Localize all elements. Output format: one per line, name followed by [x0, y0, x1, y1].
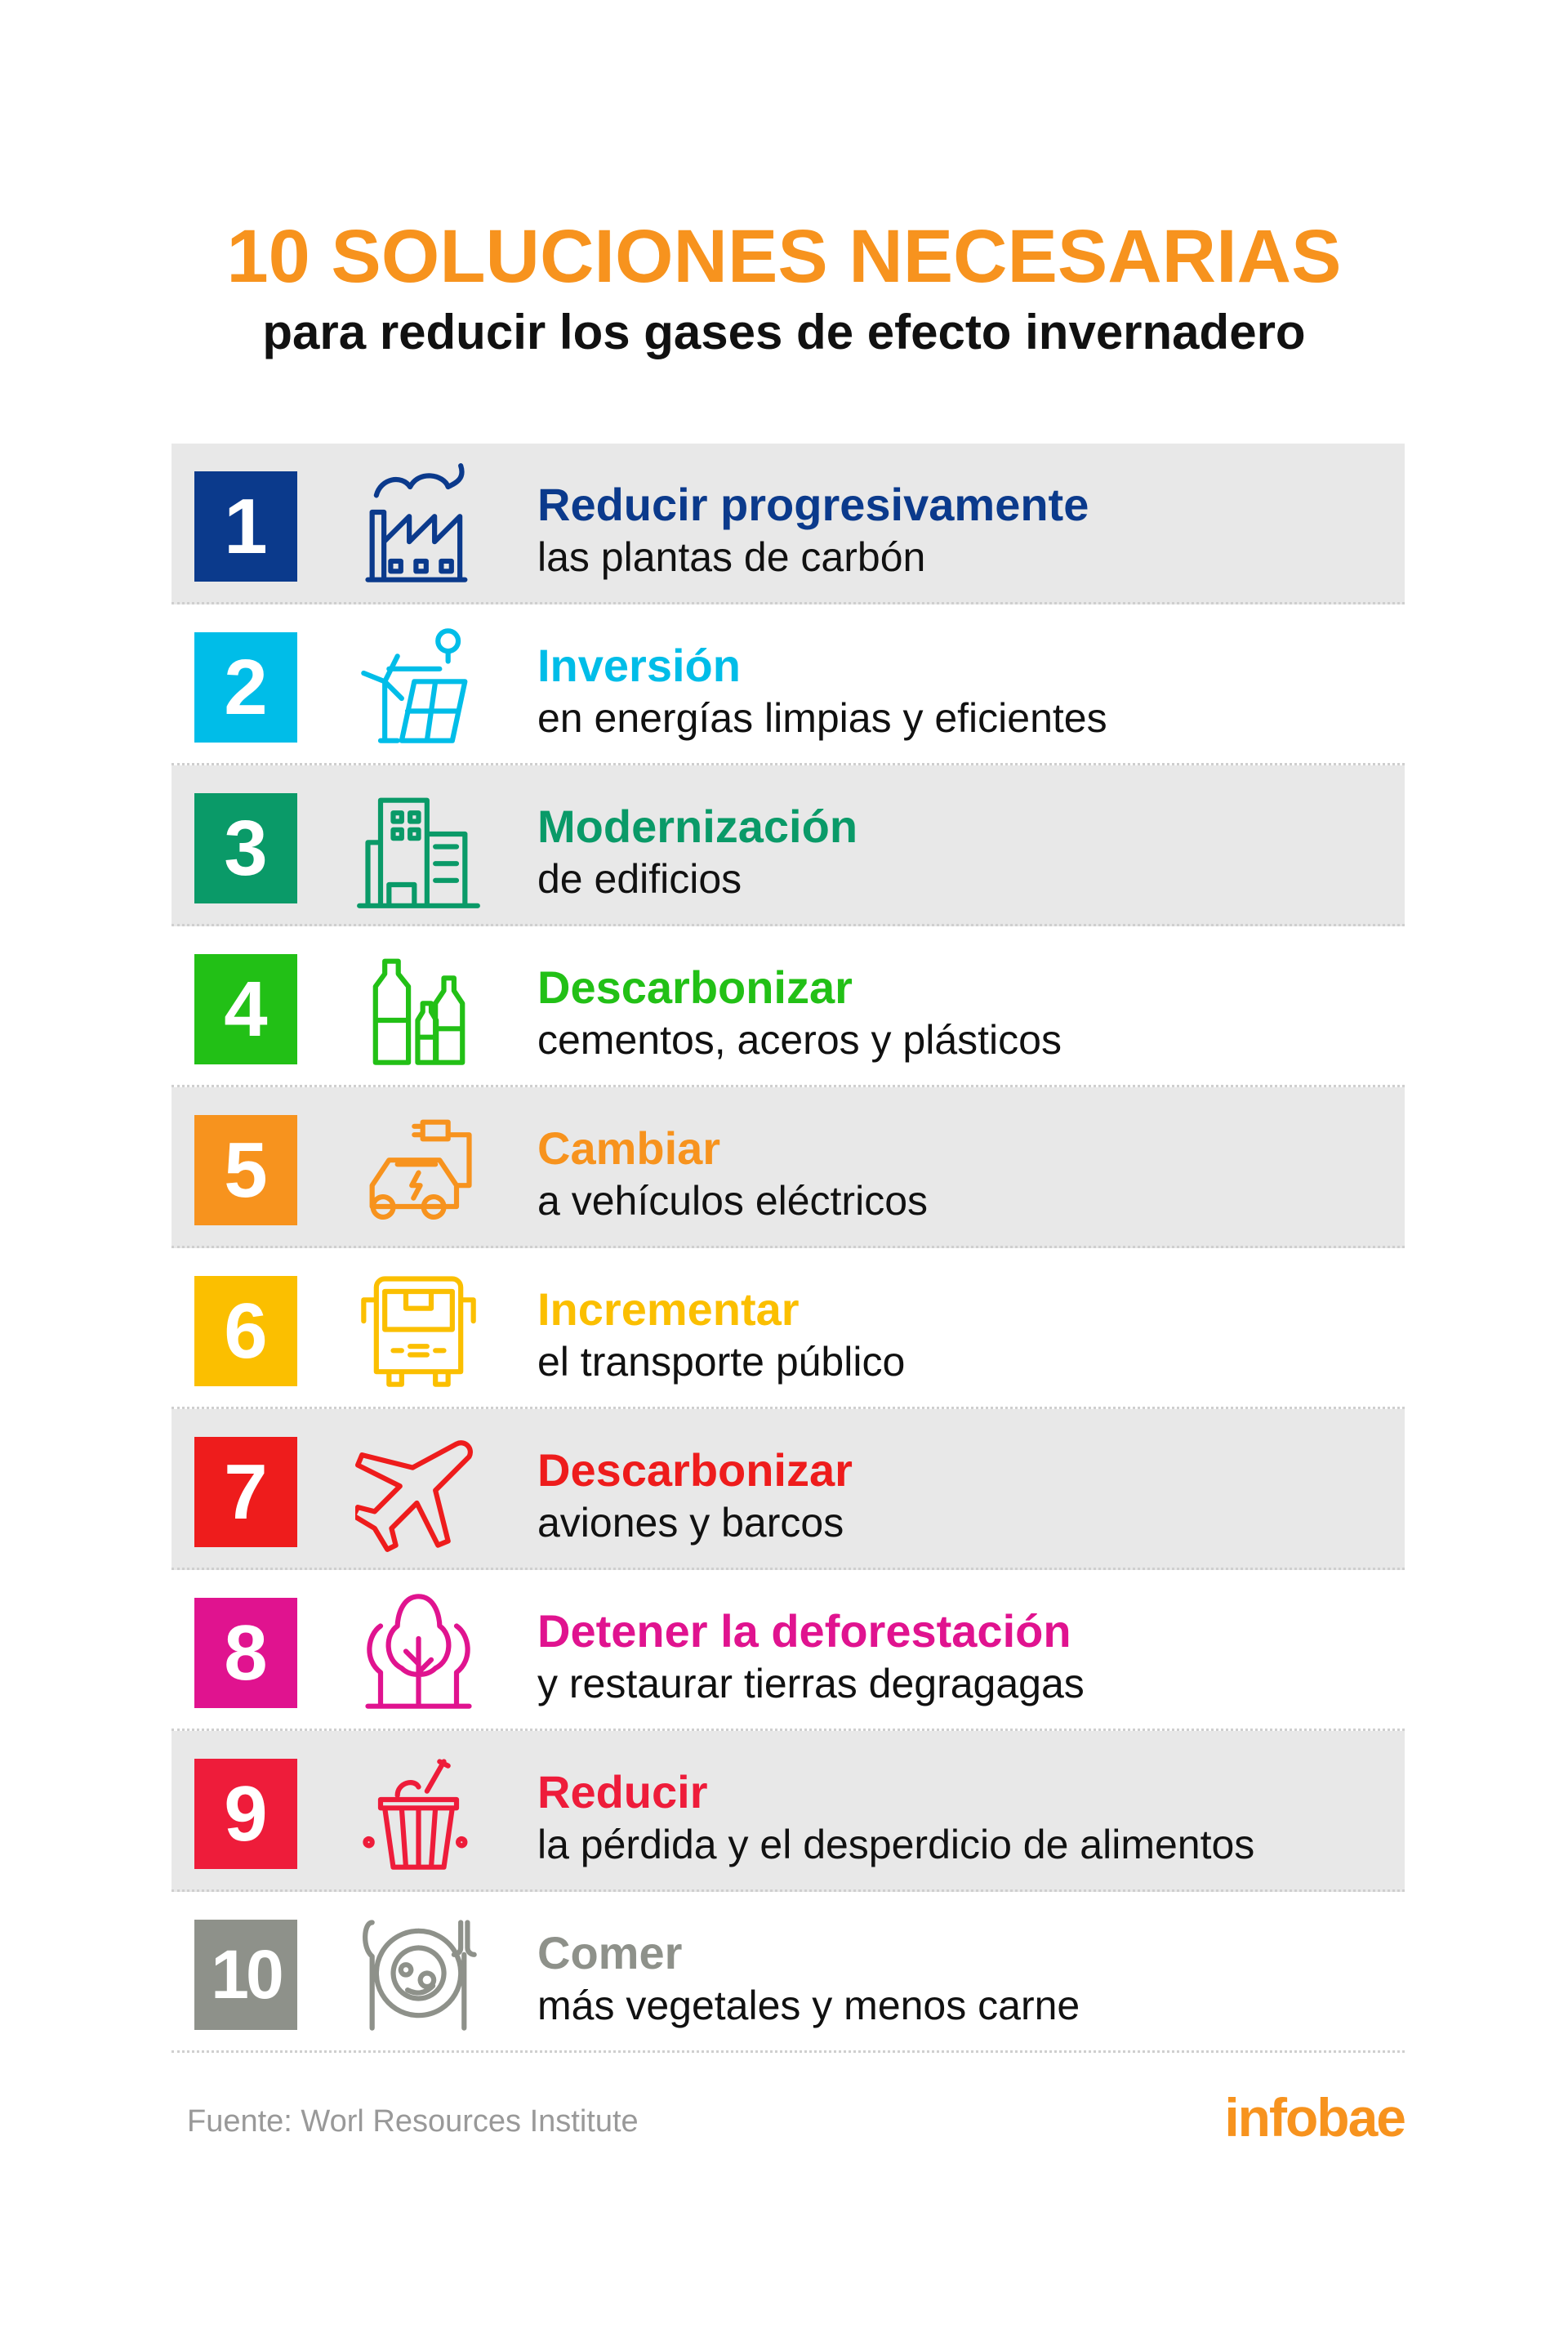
solution-text: Cambiar a vehículos eléctricos — [537, 1122, 928, 1226]
number-badge: 8 — [194, 1598, 297, 1708]
number-badge: 2 — [194, 632, 297, 743]
solution-subtitle: las plantas de carbón — [537, 534, 926, 580]
number-badge: 6 — [194, 1276, 297, 1386]
page-title: 10 SOLUCIONES NECESARIAS — [226, 215, 1342, 298]
bus-icon — [361, 1276, 476, 1387]
solution-text: Incrementar el transporte público — [537, 1282, 905, 1387]
solution-subtitle: en energías limpias y eficientes — [537, 695, 1107, 741]
solution-title: Modernización — [537, 801, 858, 852]
plate-cutlery-icon — [363, 1920, 477, 2031]
solution-subtitle: más vegetales y menos carne — [537, 1983, 1080, 2028]
number-badge: 4 — [194, 954, 297, 1064]
number-badge: 7 — [194, 1437, 297, 1547]
solution-item: 9 Reducir la pérdida y el desperdicio de a… — [172, 1731, 1405, 1892]
solution-subtitle: la pérdida y el desperdicio de alimentos — [537, 1822, 1255, 1867]
solution-item: 6 Incrementar el transporte público — [172, 1248, 1405, 1409]
solution-title: Reducir progresivamente — [537, 479, 1089, 530]
solution-text: Inversión en energías limpias y eficiente… — [537, 639, 1107, 743]
electric-car-icon — [369, 1119, 472, 1220]
solution-subtitle: cementos, aceros y plásticos — [537, 1017, 1062, 1063]
solution-text: Comer más vegetales y menos carne — [537, 1926, 1080, 2031]
solution-subtitle: de edificios — [537, 856, 742, 902]
solution-text: Descarbonizar cementos, aceros y plástico… — [537, 961, 1062, 1065]
airplane-icon — [355, 1440, 473, 1552]
solution-item: 5 Cambiar a vehículos eléctricos — [172, 1087, 1405, 1248]
solution-item: 1 Reducir progresivamente las plantas de c… — [172, 444, 1405, 604]
number-badge: 5 — [194, 1115, 297, 1225]
solution-title: Incrementar — [537, 1283, 800, 1335]
solution-item: 10 Comer más vegetales y menos carne — [172, 1892, 1405, 2053]
number-badge: 10 — [194, 1920, 297, 2030]
source-note: Fuente: Worl Resources Institute — [187, 2104, 639, 2139]
solution-subtitle: aviones y barcos — [537, 1500, 844, 1546]
solution-text: Reducir progresivamente las plantas de ca… — [537, 478, 1089, 582]
solution-item: 8 Detener la deforestación y restaurar tie… — [172, 1570, 1405, 1731]
solution-title: Cambiar — [537, 1122, 721, 1174]
solution-subtitle: a vehículos eléctricos — [537, 1178, 929, 1224]
buildings-icon — [357, 797, 480, 908]
solution-text: Descarbonizar aviones y barcos — [537, 1443, 853, 1548]
solution-item: 4 Descarbonizar cementos, aceros y plástic… — [172, 926, 1405, 1087]
solution-title: Descarbonizar — [537, 961, 853, 1013]
solution-subtitle: y restaurar tierras degragagas — [537, 1661, 1085, 1706]
solution-item: 7 Descarbonizar aviones y barcos — [172, 1409, 1405, 1570]
page-subtitle: para reducir los gases de efecto inverna… — [262, 305, 1306, 359]
trees-icon — [365, 1594, 472, 1709]
wind-solar-energy-icon — [361, 628, 468, 743]
solution-text: Detener la deforestación y restaurar tier… — [537, 1604, 1085, 1709]
plastic-bottles-icon — [372, 958, 466, 1065]
solutions-list: 1 Reducir progresivamente las plantas de c… — [172, 444, 1405, 2053]
solution-text: Modernización de edificios — [537, 800, 858, 904]
solution-item: 3 Modernización de edificios — [172, 765, 1405, 926]
solution-item: 2 Inversión en energías limpias y eficient… — [172, 604, 1405, 765]
solution-text: Reducir la pérdida y el desperdicio de al… — [537, 1765, 1254, 1870]
number-badge: 1 — [194, 471, 297, 582]
number-badge: 9 — [194, 1759, 297, 1869]
solution-subtitle: el transporte público — [537, 1339, 906, 1385]
solution-title: Comer — [537, 1927, 683, 1978]
solution-title: Detener la deforestación — [537, 1605, 1071, 1657]
number-badge: 3 — [194, 793, 297, 903]
solution-title: Reducir — [537, 1766, 708, 1818]
infobae-logo: infobae — [1224, 2087, 1406, 2148]
factory-icon — [365, 463, 468, 582]
solution-title: Descarbonizar — [537, 1444, 853, 1496]
food-basket-icon — [363, 1759, 468, 1870]
solution-title: Inversión — [537, 640, 741, 691]
